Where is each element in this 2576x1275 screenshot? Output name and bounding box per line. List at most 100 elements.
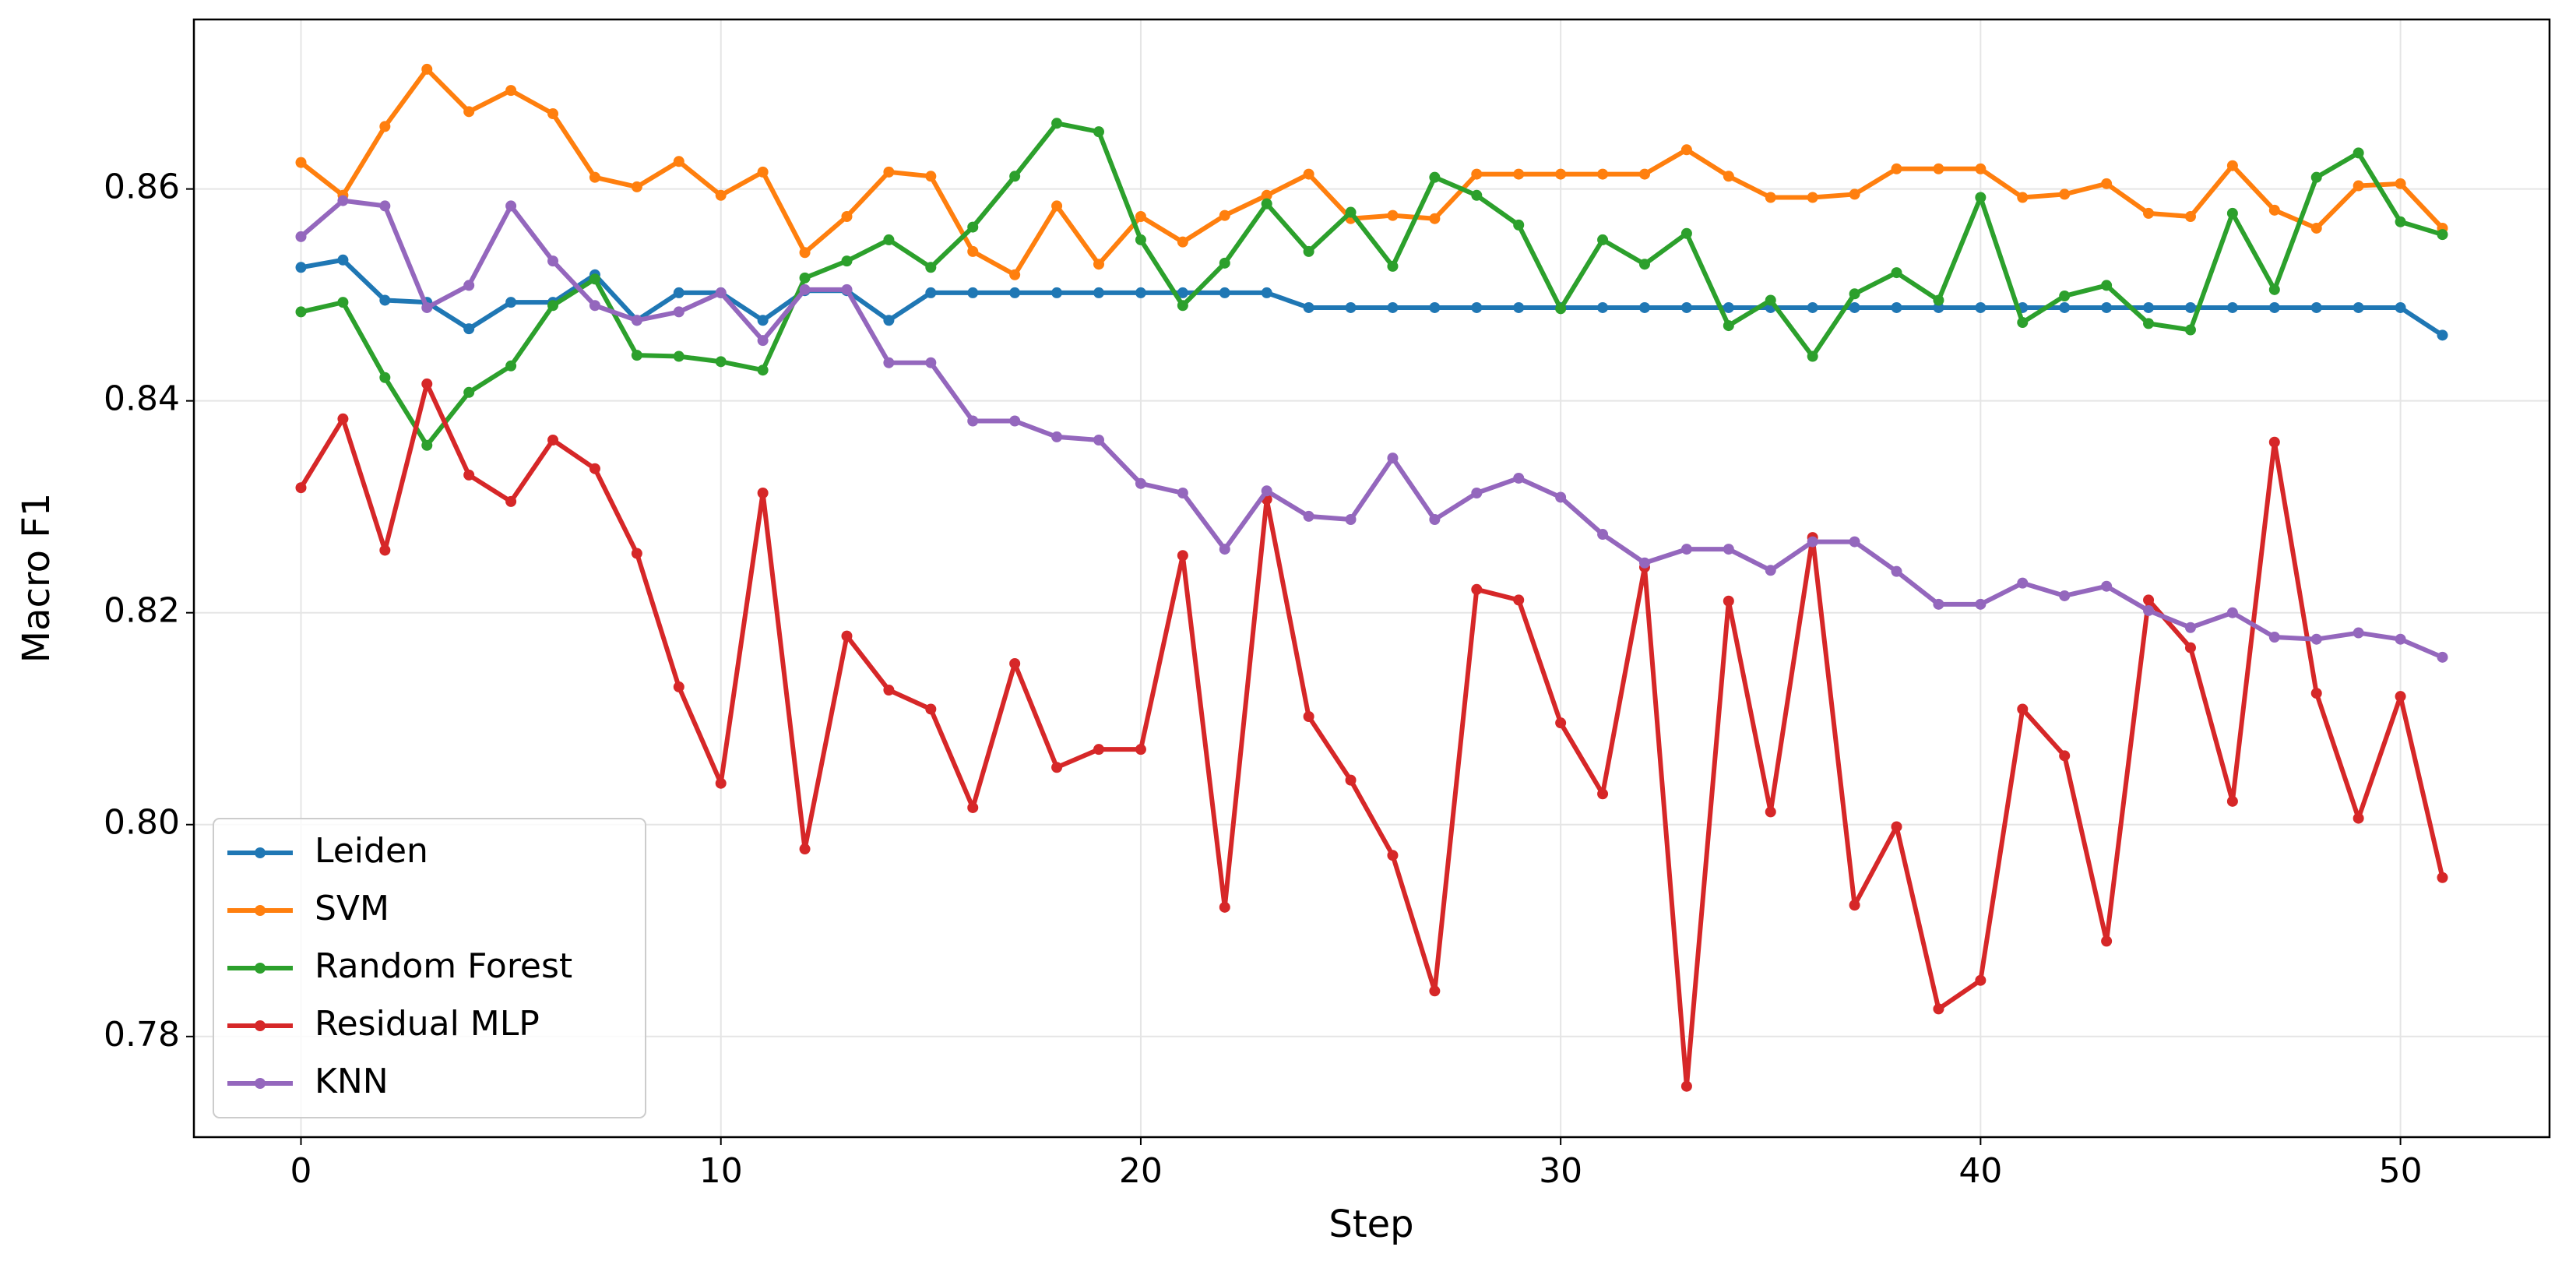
data-point: [463, 106, 475, 118]
data-point: [2101, 580, 2113, 592]
data-point: [2268, 436, 2280, 448]
data-point: [757, 315, 769, 326]
data-point: [883, 685, 895, 696]
series-line: [299, 66, 2444, 277]
data-point: [1261, 287, 1272, 298]
data-point: [1135, 287, 1146, 298]
series-line: [300, 121, 2444, 448]
data-point: [1638, 259, 1650, 270]
data-point: [547, 108, 559, 120]
y-tick-label: 0.84: [104, 379, 180, 419]
data-point: [1009, 287, 1021, 298]
data-point: [1429, 171, 1441, 183]
data-point: [2395, 633, 2406, 645]
data-point: [1933, 1003, 1944, 1015]
data-point: [1051, 200, 1063, 212]
data-point: [2101, 935, 2113, 947]
data-point: [1513, 219, 1525, 231]
x-tick-label: 10: [699, 1151, 743, 1191]
data-point: [2437, 229, 2448, 241]
data-point: [1219, 257, 1230, 269]
data-point: [883, 357, 895, 368]
data-point: [1807, 192, 1818, 203]
data-point: [2143, 318, 2155, 329]
data-point: [1680, 301, 1692, 313]
data-point: [1513, 472, 1525, 484]
data-point: [757, 365, 769, 376]
data-point: [1051, 118, 1063, 129]
data-point: [2353, 627, 2364, 639]
data-point: [2268, 631, 2280, 643]
data-point: [547, 255, 559, 267]
data-point: [2310, 688, 2322, 699]
data-point: [631, 181, 642, 192]
data-point: [1723, 544, 1734, 555]
data-point: [1009, 657, 1021, 669]
data-point: [2059, 750, 2071, 762]
data-point: [1135, 234, 1146, 245]
data-point: [421, 63, 433, 75]
data-point: [1135, 744, 1146, 755]
data-point: [925, 262, 937, 273]
data-point: [2059, 301, 2071, 313]
data-point: [2143, 594, 2155, 606]
data-point: [337, 195, 349, 206]
data-point: [1387, 301, 1399, 313]
data-point: [1807, 536, 1818, 548]
data-point: [379, 121, 391, 132]
legend-label: Residual MLP: [315, 1004, 540, 1044]
data-point: [1219, 901, 1230, 913]
data-point: [421, 439, 433, 451]
data-point: [1303, 711, 1314, 723]
data-point: [1765, 806, 1776, 818]
data-point: [1638, 301, 1650, 313]
series-line: [298, 381, 2445, 1089]
data-point: [463, 323, 475, 335]
legend-box: [213, 818, 646, 1118]
data-point: [1765, 192, 1776, 203]
data-point: [1303, 510, 1314, 522]
data-point: [2101, 280, 2113, 291]
data-point: [337, 297, 349, 308]
data-point: [1093, 259, 1105, 270]
data-point: [2101, 178, 2113, 189]
data-point: [2017, 317, 2029, 329]
data-point: [1891, 565, 1902, 577]
data-point: [799, 247, 811, 259]
data-point: [631, 548, 642, 559]
data-point: [2059, 188, 2071, 200]
legend-marker: [255, 905, 266, 916]
data-point: [421, 378, 433, 389]
data-point: [1051, 431, 1063, 442]
legend-label: SVM: [315, 889, 389, 928]
data-point: [2143, 604, 2155, 616]
y-axis-label: Macro F1: [15, 493, 58, 664]
data-point: [295, 482, 307, 494]
data-point: [2310, 222, 2322, 234]
data-point: [925, 703, 937, 715]
data-point: [1429, 213, 1441, 224]
data-point: [1597, 168, 1609, 180]
legend-marker: [255, 1020, 266, 1031]
legend-label: Random Forest: [315, 946, 572, 986]
data-point: [1471, 301, 1483, 313]
x-tick-label: 50: [2379, 1151, 2423, 1191]
data-point: [2143, 301, 2155, 313]
data-point: [1093, 287, 1105, 298]
data-point: [1177, 550, 1188, 562]
data-point: [1597, 301, 1609, 313]
data-point: [2268, 204, 2280, 216]
data-point: [2059, 590, 2071, 601]
data-point: [2184, 301, 2196, 313]
data-point: [337, 413, 349, 424]
data-point: [1135, 210, 1146, 222]
data-point: [1345, 301, 1357, 313]
data-point: [925, 171, 937, 182]
data-point: [295, 306, 307, 318]
series-line: [299, 198, 2444, 660]
data-point: [1261, 189, 1272, 201]
data-point: [295, 157, 307, 168]
data-point: [967, 801, 979, 813]
data-point: [1680, 1080, 1692, 1092]
